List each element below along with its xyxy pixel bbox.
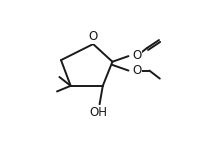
Text: OH: OH [90, 106, 108, 119]
Text: O: O [132, 64, 142, 77]
Text: O: O [132, 49, 142, 62]
Text: O: O [89, 30, 98, 43]
